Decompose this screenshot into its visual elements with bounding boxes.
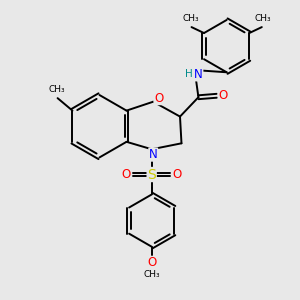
Text: CH₃: CH₃ xyxy=(143,270,160,279)
Text: N: N xyxy=(149,148,158,161)
Text: CH₃: CH₃ xyxy=(254,14,271,23)
Text: H: H xyxy=(185,69,193,80)
Text: S: S xyxy=(147,167,156,182)
Text: O: O xyxy=(218,89,227,102)
Text: O: O xyxy=(147,256,156,269)
Text: O: O xyxy=(154,92,163,105)
Text: O: O xyxy=(173,168,182,181)
Text: N: N xyxy=(194,68,203,81)
Text: CH₃: CH₃ xyxy=(48,85,65,94)
Text: O: O xyxy=(122,168,131,181)
Text: CH₃: CH₃ xyxy=(183,14,199,23)
